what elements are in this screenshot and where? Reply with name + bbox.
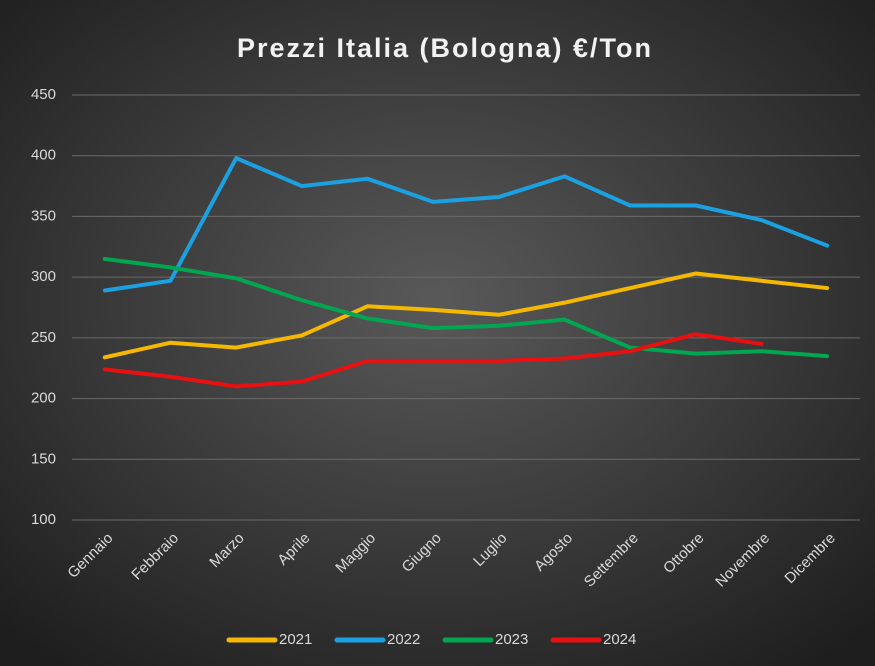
y-tick-label: 350	[31, 207, 56, 224]
line	[102, 156, 830, 293]
y-tick-label: 200	[31, 390, 56, 407]
legend-label: 2021	[279, 631, 312, 648]
legend-label: 2022	[387, 631, 420, 648]
y-tick-label: 400	[31, 147, 56, 164]
line	[102, 271, 830, 360]
line	[102, 256, 830, 359]
legend-label: 2023	[495, 631, 528, 648]
y-tick-label: 150	[31, 450, 56, 467]
y-tick-label: 250	[31, 329, 56, 346]
line	[102, 332, 764, 389]
legend-label: 2024	[603, 631, 636, 648]
y-tick-label: 300	[31, 268, 56, 285]
chart-title: Prezzi Italia (Bologna) €/Ton	[237, 33, 653, 63]
y-tick-label: 100	[31, 511, 56, 528]
y-tick-label: 450	[31, 86, 56, 103]
